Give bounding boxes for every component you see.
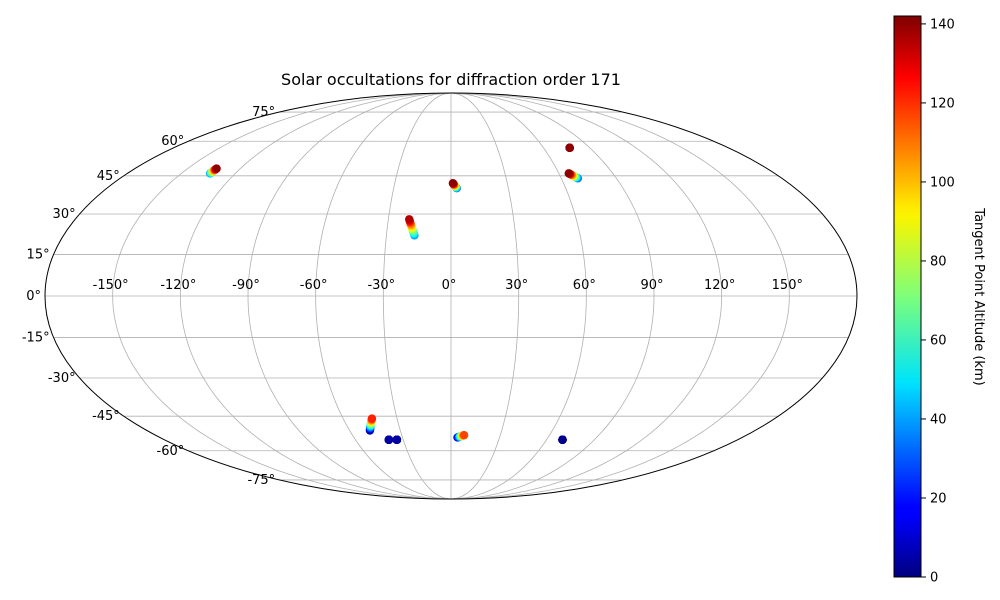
data-point [392, 435, 402, 444]
lat-tick-label: -15° [22, 331, 50, 346]
data-point [367, 414, 377, 423]
colorbar: 0 20 40 60 80 100 120 140 Tangent Point Altitud… [893, 15, 986, 586]
lon-tick-label: 150° [772, 278, 803, 293]
colorbar-gradient [893, 15, 922, 578]
lon-tick-label: -30° [367, 278, 395, 293]
colorbar-tick-label: 20 [930, 491, 947, 506]
lon-tick-label: -120° [160, 278, 196, 293]
lon-tick-label: 120° [704, 278, 735, 293]
longitude-tick-labels: -150° -120° -90° -60° -30° 0° 30° 60° 90° 120° 150… [93, 278, 803, 293]
lat-tick-label: 60° [161, 134, 184, 149]
lat-tick-label: -30° [48, 371, 76, 386]
colorbar-tick-label: 80 [930, 254, 947, 269]
data-point [564, 169, 573, 178]
latitude-tick-labels: 75° 60° 45° 30° 15° 0° -15° -30° -45° -60° -75° [22, 105, 275, 488]
lat-tick-label: -75° [247, 473, 275, 488]
lat-tick-label: 45° [97, 169, 120, 184]
lat-tick-label: -45° [92, 409, 120, 424]
data-point [405, 215, 414, 224]
lat-tick-label: 0° [26, 289, 41, 304]
lon-tick-label: -60° [300, 278, 328, 293]
lon-tick-label: 0° [442, 278, 457, 293]
colorbar-label: Tangent Point Altitude (km) [971, 207, 986, 385]
data-point [565, 143, 574, 152]
lat-tick-label: 15° [27, 247, 50, 262]
colorbar-tick-label: 0 [930, 571, 938, 586]
chart-title: Solar occultations for diffraction order… [281, 70, 621, 89]
lon-tick-label: -90° [232, 278, 260, 293]
lon-tick-label: 30° [505, 278, 528, 293]
data-point [459, 430, 469, 440]
occultation-points [205, 143, 582, 444]
colorbar-tick-label: 60 [930, 333, 947, 348]
lat-tick-label: -60° [157, 444, 185, 459]
data-point [558, 435, 567, 444]
lat-tick-label: 75° [252, 105, 275, 120]
data-point [384, 435, 394, 444]
graticule-grid [45, 93, 857, 499]
colorbar-tick-label: 100 [930, 175, 955, 190]
colorbar-ticks: 0 20 40 60 80 100 120 140 [921, 17, 955, 586]
colorbar-tick-label: 120 [930, 96, 955, 111]
lat-tick-label: 30° [53, 207, 76, 222]
lon-tick-label: 90° [640, 278, 663, 293]
lon-tick-label: 60° [573, 278, 596, 293]
map-boundary [44, 92, 858, 500]
colorbar-tick-label: 140 [930, 17, 955, 32]
lon-tick-label: -150° [93, 278, 129, 293]
data-point [212, 164, 221, 173]
data-point [448, 179, 458, 188]
colorbar-tick-label: 40 [930, 412, 947, 427]
